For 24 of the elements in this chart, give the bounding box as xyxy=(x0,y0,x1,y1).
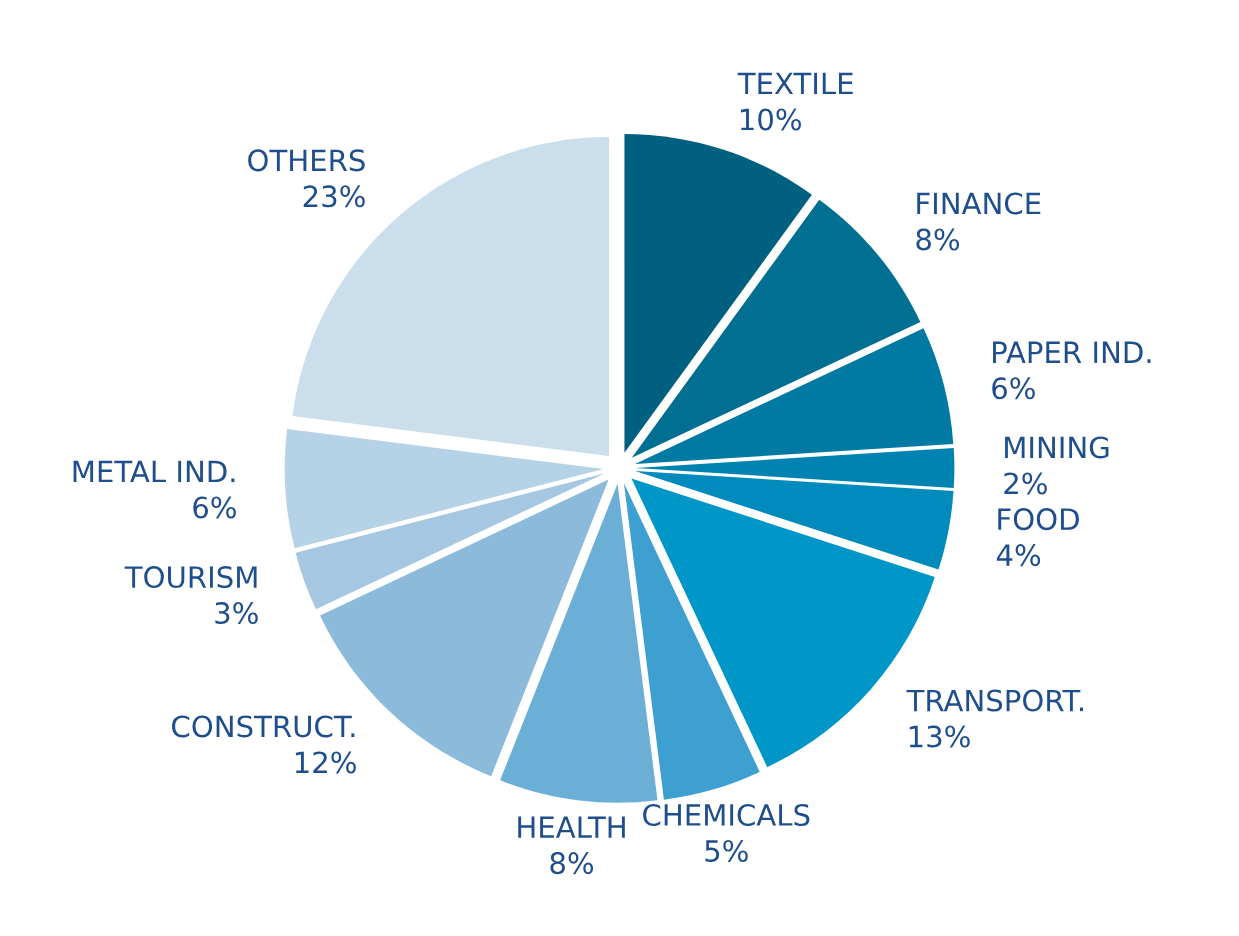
data-label: 8% xyxy=(550,852,594,875)
data-label: 6% xyxy=(992,377,1035,400)
slice-label: OTHERS xyxy=(248,149,365,172)
data-label: 8% xyxy=(916,228,960,251)
slice-label: FOOD xyxy=(998,508,1079,531)
slice-label: MINING xyxy=(1005,436,1109,459)
data-label: 13% xyxy=(909,725,970,748)
data-label: 6% xyxy=(193,496,236,519)
slice-label: METAL IND. xyxy=(73,460,235,483)
data-label: 12% xyxy=(295,751,356,774)
slice-label: TEXTILE xyxy=(737,72,853,95)
data-label: 10% xyxy=(740,108,801,131)
data-label: 2% xyxy=(1004,472,1047,495)
slice-label: TOURISM xyxy=(124,566,257,589)
slice-label: TRANSPORT. xyxy=(906,689,1083,712)
data-label: 4% xyxy=(996,544,1041,567)
slice-label: CONSTRUCT. xyxy=(172,715,355,738)
data-label: 3% xyxy=(215,602,258,625)
slice-label: HEALTH xyxy=(518,816,625,838)
slice-label: PAPER IND. xyxy=(993,341,1151,363)
slice-label: FINANCE xyxy=(917,192,1041,215)
slice-label: CHEMICALS xyxy=(643,803,810,826)
data-label: 5% xyxy=(705,839,748,862)
data-label: 23% xyxy=(303,185,365,208)
